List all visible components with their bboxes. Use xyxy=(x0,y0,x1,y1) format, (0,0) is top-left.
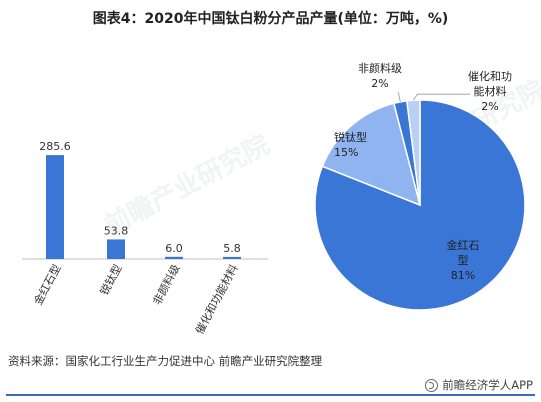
pie-label: 81% xyxy=(451,269,475,282)
pie-label: 2% xyxy=(481,100,498,113)
brand-logo-icon xyxy=(425,378,439,392)
pie-slice xyxy=(406,99,421,206)
footer-divider xyxy=(6,394,535,396)
brand-name: 前瞻经济学人APP xyxy=(442,378,533,392)
bar-value-label: 285.6 xyxy=(39,140,71,153)
bar xyxy=(165,256,183,259)
leader-line xyxy=(397,91,401,102)
bar-value-label: 53.8 xyxy=(104,224,129,237)
pie-label: 催化和功 xyxy=(468,69,512,83)
pie-label: 锐钛型 xyxy=(334,130,367,144)
pie-slice xyxy=(321,102,422,207)
pie-label: 15% xyxy=(334,146,358,159)
pie-label: 金红石 xyxy=(447,238,480,252)
bar-value-label: 6.0 xyxy=(165,242,183,255)
pie-label: 能材料 xyxy=(474,84,507,98)
bar xyxy=(107,239,125,259)
pie-label: 型 xyxy=(458,253,469,267)
source-note: 资料来源：国家化工行业生产力促进中心 前瞻产业研究院整理 xyxy=(8,354,323,368)
pie-label: 非颜料级 xyxy=(358,61,402,75)
pie-chart: 金红石型 81% 锐钛型 15% 非颜料级 2% 催化和功能材料 2% xyxy=(314,61,526,311)
bar xyxy=(223,256,241,259)
pie-label: 2% xyxy=(371,77,388,90)
brand: 前瞻经济学人APP xyxy=(425,377,533,393)
leader-line xyxy=(413,93,470,101)
chart-title: 图表4：2020年中国钛白粉分产品产量(单位：万吨，%) xyxy=(92,11,449,27)
bar xyxy=(46,155,64,259)
bar-value-label: 5.8 xyxy=(223,242,241,255)
